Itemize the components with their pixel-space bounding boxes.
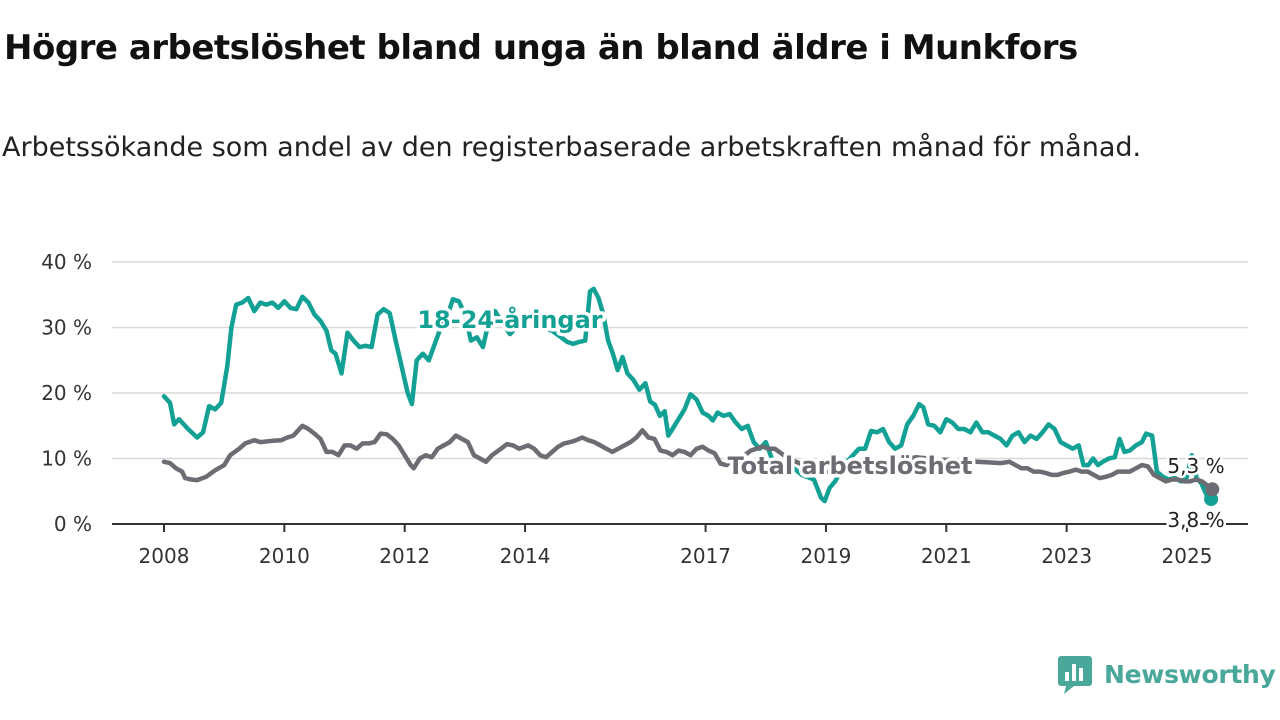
x-tick-label-4: 2017 <box>680 544 731 568</box>
series-label-total: Total arbetslöshet <box>727 452 972 480</box>
x-tick-label-3: 2014 <box>500 544 551 568</box>
x-tick-label-8: 2025 <box>1162 544 1213 568</box>
chart-subtitle: Arbetssökande som andel av den registerb… <box>2 132 1142 163</box>
end-value-label-youth: 3,8 % <box>1167 508 1224 532</box>
y-tick-label-4: 40 % <box>41 250 92 274</box>
y-tick-label-0: 0 % <box>54 512 92 536</box>
y-axis: 0 % 10 % 20 % 30 % 40 % <box>41 250 1248 536</box>
y-tick-label-2: 20 % <box>41 381 92 405</box>
brand-name: Newsworthy <box>1104 659 1276 689</box>
grid-lines <box>112 261 1248 460</box>
x-tick-label-5: 2019 <box>800 544 851 568</box>
x-tick-label-1: 2010 <box>259 544 310 568</box>
x-tick-label-7: 2023 <box>1041 544 1092 568</box>
y-tick-label-1: 10 % <box>41 447 92 471</box>
end-value-label-total: 5,3 % <box>1167 454 1224 478</box>
series-lines <box>161 286 1220 507</box>
series-labels: 18-24-åringar Total arbetslöshet 5,3 % 3,8 … <box>414 302 1227 535</box>
x-tick-label-6: 2021 <box>921 544 972 568</box>
series-line-total <box>161 423 1215 492</box>
series-label-youth: 18-24-åringar <box>417 305 602 334</box>
series-end-point-total <box>1205 482 1220 497</box>
x-tick-label-2: 2012 <box>379 544 430 568</box>
series-line-youth <box>161 286 1214 504</box>
bar-chart-logo-icon <box>1058 656 1092 694</box>
y-tick-label-3: 30 % <box>41 316 92 340</box>
x-axis: 2008 2010 2012 2014 2017 2019 2021 2023 2025 <box>139 524 1213 568</box>
x-tick-label-0: 2008 <box>139 544 190 568</box>
chart-title: Högre arbetslöshet bland unga än bland ä… <box>4 28 1078 68</box>
newsworthy-logo: Newsworthy <box>1058 654 1276 694</box>
